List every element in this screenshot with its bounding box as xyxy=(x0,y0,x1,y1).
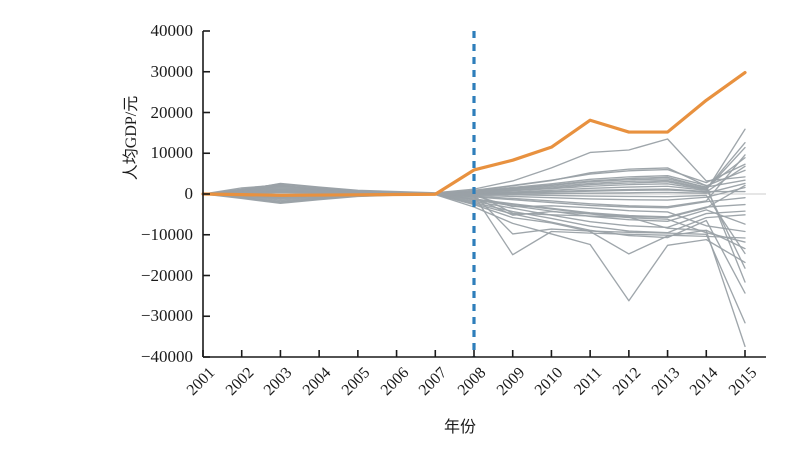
y-axis-tick-label: −30000 xyxy=(140,306,193,326)
y-axis-title: 人均GDP/元 xyxy=(123,95,140,181)
y-axis-tick-label: 30000 xyxy=(150,61,194,81)
y-axis-tick-label: 0 xyxy=(184,184,194,203)
treated-series-line xyxy=(201,70,747,197)
y-axis-tick-label: −20000 xyxy=(140,265,193,285)
y-axis-tick-label: 20000 xyxy=(150,102,194,122)
axis-lines-and-ticks xyxy=(202,30,766,358)
y-axis-tick-label: 10000 xyxy=(150,143,194,163)
y-axis-tick-label: 40000 xyxy=(150,21,194,40)
y-axis-tick-label: −40000 xyxy=(140,347,193,366)
x-axis-title: 年份 xyxy=(443,419,476,436)
y-axis-tick-label: −10000 xyxy=(140,224,193,244)
